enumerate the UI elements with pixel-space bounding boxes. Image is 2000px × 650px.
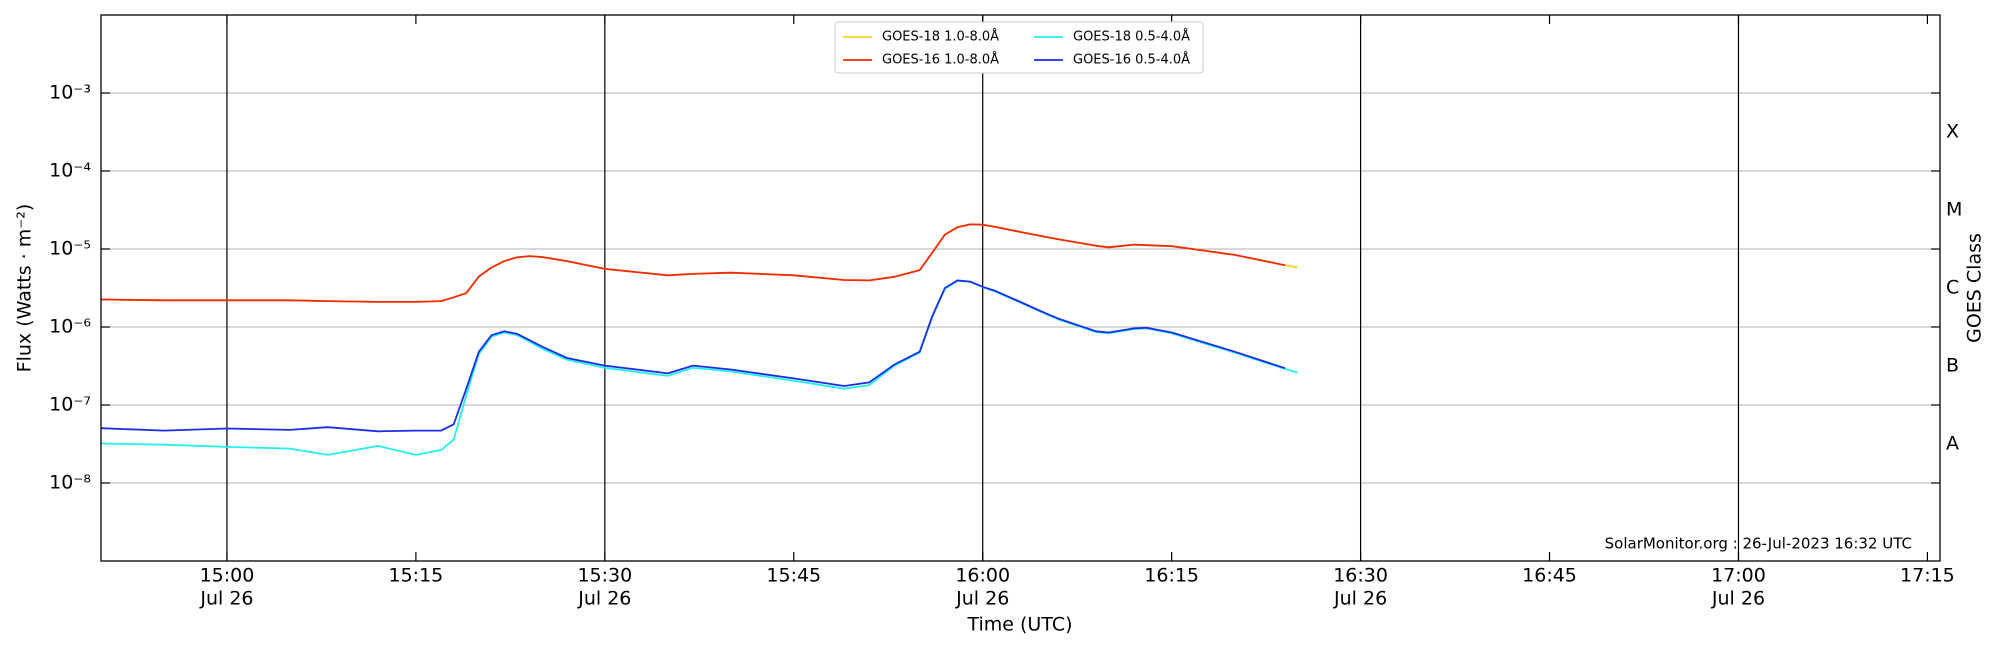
x-tick-label: 15:15 — [389, 565, 444, 587]
x-tick-label: Jul 26 — [1333, 588, 1387, 610]
x-tick-label: Jul 26 — [199, 588, 253, 610]
y2-tick-label: M — [1946, 199, 1962, 221]
y2-axis-label: GOES Class — [1964, 233, 1986, 343]
plot-frame — [100, 14, 1941, 562]
series-line — [100, 223, 1298, 303]
x-tick-label: 16:00 — [955, 565, 1010, 587]
y2-tick-label: B — [1946, 355, 1959, 377]
legend-label: GOES-18 1.0-8.0Å — [882, 29, 999, 45]
y-tick-label: 10⁻⁶ — [49, 316, 91, 338]
series-line — [100, 279, 1286, 433]
y2-tick-label: C — [1946, 277, 1959, 299]
legend-label: GOES-16 0.5-4.0Å — [1073, 52, 1190, 68]
legend-label: GOES-18 0.5-4.0Å — [1073, 29, 1190, 45]
legend-label: GOES-16 1.0-8.0Å — [882, 52, 999, 68]
y-tick-label: 10⁻⁷ — [49, 394, 91, 416]
y-tick-label: 10⁻⁵ — [49, 238, 91, 260]
y-tick-label: 10⁻³ — [49, 82, 91, 104]
x-tick-label: 15:00 — [200, 565, 255, 587]
x-tick-label: 15:45 — [766, 565, 821, 587]
x-tick-label: Jul 26 — [577, 588, 631, 610]
x-axis-label: Time (UTC) — [966, 614, 1072, 636]
y2-tick-label: A — [1946, 433, 1959, 455]
x-tick-label: 16:30 — [1333, 565, 1388, 587]
annotation: SolarMonitor.org : 26-Jul-2023 16:32 UTC — [1605, 535, 1912, 553]
x-tick-label: 17:15 — [1900, 565, 1955, 587]
x-tick-label: Jul 26 — [1711, 588, 1765, 610]
x-tick-label: Jul 26 — [955, 588, 1009, 610]
y-tick-label: 10⁻⁴ — [49, 160, 91, 182]
series-line — [100, 223, 1286, 303]
legend-box — [834, 21, 1204, 74]
y-axis-label: Flux (Watts · m⁻²) — [14, 204, 36, 373]
x-tick-label: 16:15 — [1144, 565, 1199, 587]
x-tick-label: 17:00 — [1711, 565, 1766, 587]
x-tick-label: 16:45 — [1522, 565, 1577, 587]
y2-tick-label: X — [1946, 121, 1959, 143]
y-tick-label: 10⁻⁸ — [49, 472, 91, 494]
x-tick-label: 15:30 — [577, 565, 632, 587]
